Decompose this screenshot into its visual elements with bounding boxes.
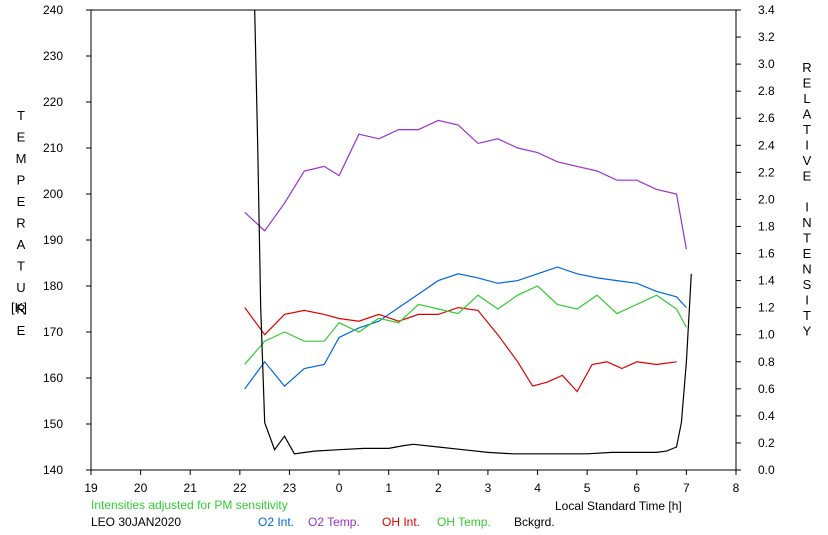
y-right-tick-label: 1.0 — [758, 328, 775, 342]
y-right-title-letter: N — [802, 215, 811, 230]
y-left-title-letter: R — [16, 216, 25, 231]
pm-sensitivity-note: Intensities adjusted for PM sensitivity — [91, 498, 288, 512]
y-right-title-letter: A — [803, 107, 812, 122]
axes-layer: 19 20 21 22 23 0 1 2 3 4 5 6 7 8140150160170180190200… — [43, 3, 775, 495]
legend-entry: OH Temp. — [437, 515, 491, 529]
x-tick-label: 6 — [633, 481, 640, 495]
y-right-tick-label: 0.0 — [758, 463, 775, 477]
y-right-title-letter: R — [802, 60, 811, 75]
x-tick-label: 2 — [435, 481, 442, 495]
plot-area-frame — [90, 9, 737, 471]
y-left-tick-label: 170 — [43, 325, 63, 339]
y-right-title-letter: I — [805, 138, 809, 153]
x-tick-label: 22 — [233, 481, 247, 495]
x-tick-label: 8 — [733, 481, 740, 495]
y-left-tick-label: 210 — [43, 141, 63, 155]
y-left-tick-label: 150 — [43, 417, 63, 431]
x-axis-title: Local Standard Time [h] — [555, 499, 682, 513]
y-left-title-letter: T — [17, 108, 25, 123]
x-tick-label: 0 — [336, 481, 343, 495]
x-tick-label: 5 — [584, 481, 591, 495]
y-left-title-letter: E — [17, 323, 26, 338]
y-right-tick-label: 1.6 — [758, 247, 775, 261]
legend-entry: OH Int. — [382, 515, 421, 529]
y-right-title-letter: T — [803, 122, 811, 137]
y-right-tick-label: 1.4 — [758, 274, 775, 288]
y-right-tick-label: 2.6 — [758, 111, 775, 125]
y-right-tick-label: 0.8 — [758, 355, 775, 369]
x-tick-label: 19 — [84, 481, 98, 495]
y-right-tick-label: 3.4 — [758, 3, 775, 17]
y-right-title-letter: E — [803, 76, 812, 91]
y-right-tick-label: 0.2 — [758, 436, 775, 450]
y-left-title-letter: T — [17, 259, 25, 274]
y-right-tick-label: 2.0 — [758, 192, 775, 206]
y-left-title-letter: M — [16, 151, 27, 166]
y-right-tick-label: 2.8 — [758, 84, 775, 98]
legend-entry: O2 Int. — [258, 515, 295, 529]
y-left-title-letter: A — [17, 237, 26, 252]
series-line-o2-int — [244, 266, 687, 390]
series-layer — [244, 9, 692, 455]
x-tick-label: 7 — [683, 481, 690, 495]
x-tick-label: 21 — [184, 481, 198, 495]
y-right-tick-label: 1.8 — [758, 219, 775, 233]
y-right-title-letter: V — [803, 153, 812, 168]
legend-entry: O2 Temp. — [308, 515, 360, 529]
y-left-title-letter: R — [16, 302, 25, 317]
station-date-label: LEO 30JAN2020 — [91, 515, 182, 529]
y-right-tick-label: 1.2 — [758, 301, 775, 315]
series-line-bckgrd — [254, 9, 692, 455]
y-left-unit: [K] — [11, 300, 27, 315]
y-right-title-letter: E — [803, 246, 812, 261]
y-right-tick-label: 2.2 — [758, 165, 775, 179]
y-right-title-letter: I — [805, 293, 809, 308]
y-right-tick-label: 0.6 — [758, 382, 775, 396]
y-left-tick-label: 160 — [43, 371, 63, 385]
y-right-title-letter: T — [803, 231, 811, 246]
x-tick-label: 3 — [485, 481, 492, 495]
x-tick-label: 23 — [283, 481, 297, 495]
legend-entry: Bckgrd. — [514, 515, 555, 529]
y-left-tick-label: 140 — [43, 463, 63, 477]
y-left-tick-label: 240 — [43, 3, 63, 17]
y-right-title-letter: S — [803, 277, 812, 292]
y-right-title-letter: T — [803, 308, 811, 323]
y-left-tick-label: 190 — [43, 233, 63, 247]
y-right-tick-label: 3.0 — [758, 57, 775, 71]
y-right-tick-label: 2.4 — [758, 138, 775, 152]
y-left-tick-label: 200 — [43, 187, 63, 201]
x-tick-label: 1 — [385, 481, 392, 495]
y-right-title-letter: Y — [803, 324, 812, 339]
y-left-title-letter: E — [17, 194, 26, 209]
y-right-title-letter: L — [803, 91, 810, 106]
series-line-oh-int — [244, 306, 677, 393]
y-right-title-letter: I — [805, 200, 809, 215]
y-right-title-letter: N — [802, 262, 811, 277]
y-right-tick-label: 3.2 — [758, 30, 775, 44]
y-right-title-letter: E — [803, 169, 812, 184]
y-right-tick-label: 0.4 — [758, 409, 775, 423]
series-line-oh-temp — [244, 285, 687, 365]
y-left-title-letter: U — [16, 280, 25, 295]
y-left-tick-label: 220 — [43, 95, 63, 109]
y-left-tick-label: 180 — [43, 279, 63, 293]
series-line-o2-temp — [244, 119, 687, 250]
x-tick-label: 20 — [134, 481, 148, 495]
y-left-title-letter: P — [17, 173, 26, 188]
y-left-title-letter: E — [17, 130, 26, 145]
x-tick-label: 4 — [534, 481, 541, 495]
y-left-tick-label: 230 — [43, 49, 63, 63]
